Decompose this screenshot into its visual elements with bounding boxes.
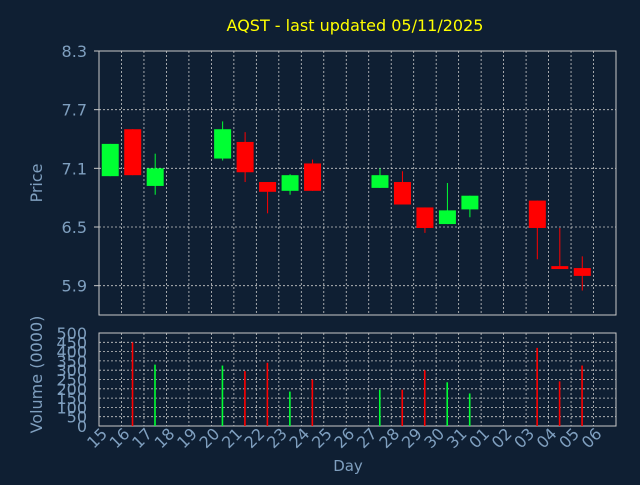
candle-body <box>438 210 456 225</box>
candle <box>101 143 119 177</box>
candle <box>438 183 456 225</box>
volume-tick-label: 500 <box>56 324 87 343</box>
volume-tick-label: 250 <box>56 371 87 390</box>
candle <box>259 182 277 214</box>
candle <box>528 200 546 260</box>
candle-body <box>146 168 164 186</box>
candle <box>214 121 232 161</box>
candle-body <box>304 163 322 191</box>
candle <box>573 256 591 291</box>
volume-bar <box>311 379 314 426</box>
volume-tick-label: 300 <box>56 361 87 380</box>
price-panel: 8.3 7.7 7.1 6.5 5.9 <box>62 42 617 316</box>
candle-body <box>393 182 411 205</box>
volume-panel: 5004504003503002502001501005001516171819… <box>56 324 617 452</box>
candle-body <box>551 266 569 270</box>
volume-bar <box>401 389 404 426</box>
volume-tick-label: 450 <box>56 333 87 352</box>
volume-tick-label: 350 <box>56 352 87 371</box>
price-plot-frame <box>98 50 617 316</box>
x-tick-label: 06 <box>578 424 606 452</box>
volume-bar <box>244 371 246 426</box>
x-axis-label: Day <box>333 457 363 475</box>
volume-tick-label: 50 <box>67 408 87 427</box>
volume-tick-label: 100 <box>56 398 87 417</box>
candle-body <box>259 182 277 192</box>
price-tick-label: 8.3 <box>62 42 87 61</box>
volume-bar <box>154 364 156 426</box>
volume-bar <box>581 365 583 426</box>
chart-title: AQST - last updated 05/11/2025 <box>227 16 484 35</box>
candle <box>304 159 322 191</box>
volume-bar <box>131 342 134 426</box>
candle-body <box>124 129 142 176</box>
volume-bar <box>536 347 538 426</box>
price-tick-label: 6.5 <box>62 218 87 237</box>
volume-bar <box>289 391 291 426</box>
candle <box>551 227 569 270</box>
volume-tick-label: 150 <box>56 389 87 408</box>
candle-body <box>214 129 232 159</box>
price-tick-label: 5.9 <box>62 277 87 296</box>
volume-bar <box>423 370 426 426</box>
candle-body <box>236 141 254 173</box>
candle-body <box>371 175 389 188</box>
candle-body <box>573 268 591 276</box>
volume-bar <box>446 382 449 426</box>
volume-bar <box>558 381 561 426</box>
volume-bar <box>378 389 381 426</box>
volume-tick-label: 200 <box>56 380 87 399</box>
volume-bar <box>266 362 269 426</box>
candle <box>236 132 254 183</box>
candle <box>393 171 411 205</box>
candle <box>371 168 389 188</box>
volume-tick-label: 400 <box>56 343 87 362</box>
price-tick-label: 7.7 <box>62 101 87 120</box>
candle-body <box>461 195 479 210</box>
volume-bar <box>221 365 224 426</box>
price-axis-label: Price <box>27 163 46 202</box>
candle <box>461 195 479 218</box>
candle <box>281 174 299 195</box>
price-tick-label: 7.1 <box>62 159 87 178</box>
volume-bar <box>468 393 471 426</box>
candle-body <box>416 207 434 228</box>
candle-body <box>281 175 299 191</box>
volume-axis-label: Volume (0000) <box>27 316 46 434</box>
candle <box>416 207 434 233</box>
candle-body <box>528 200 546 228</box>
candle <box>146 153 164 195</box>
volume-tick-label: 0 <box>77 417 87 436</box>
candle-body <box>101 143 119 177</box>
candle <box>124 129 142 176</box>
